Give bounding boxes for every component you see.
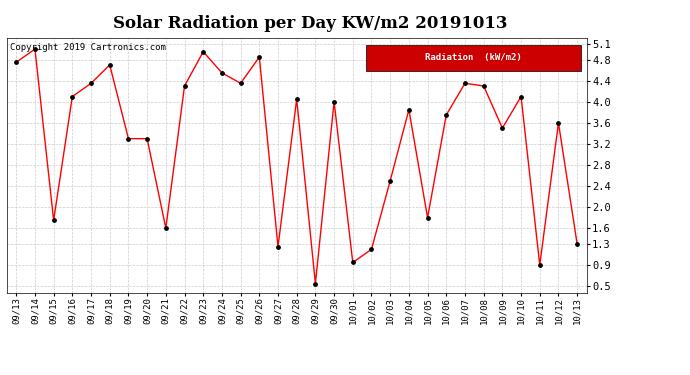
FancyBboxPatch shape	[366, 45, 581, 70]
Point	[104, 62, 115, 68]
Point	[254, 54, 265, 60]
Point	[123, 136, 134, 142]
Point	[384, 178, 395, 184]
Point	[48, 217, 59, 223]
Point	[515, 93, 526, 99]
Point	[553, 120, 564, 126]
Point	[571, 241, 582, 247]
Text: Copyright 2019 Cartronics.com: Copyright 2019 Cartronics.com	[10, 43, 166, 52]
Point	[291, 96, 302, 102]
Point	[141, 136, 152, 142]
Point	[422, 214, 433, 220]
Point	[328, 99, 339, 105]
Point	[67, 93, 78, 99]
Point	[534, 262, 545, 268]
Text: Solar Radiation per Day KW/m2 20191013: Solar Radiation per Day KW/m2 20191013	[113, 15, 508, 32]
Point	[497, 125, 508, 131]
Point	[198, 49, 209, 55]
Point	[441, 112, 452, 118]
Point	[273, 244, 284, 250]
Point	[11, 59, 22, 65]
Point	[366, 246, 377, 252]
Point	[404, 106, 415, 112]
Point	[217, 70, 228, 76]
Point	[30, 46, 41, 52]
Point	[478, 83, 489, 89]
Point	[179, 83, 190, 89]
Point	[310, 280, 321, 286]
Point	[347, 260, 358, 266]
Point	[235, 80, 246, 86]
Point	[160, 225, 171, 231]
Text: Radiation  (kW/m2): Radiation (kW/m2)	[425, 53, 522, 62]
Point	[86, 80, 97, 86]
Point	[460, 80, 471, 86]
